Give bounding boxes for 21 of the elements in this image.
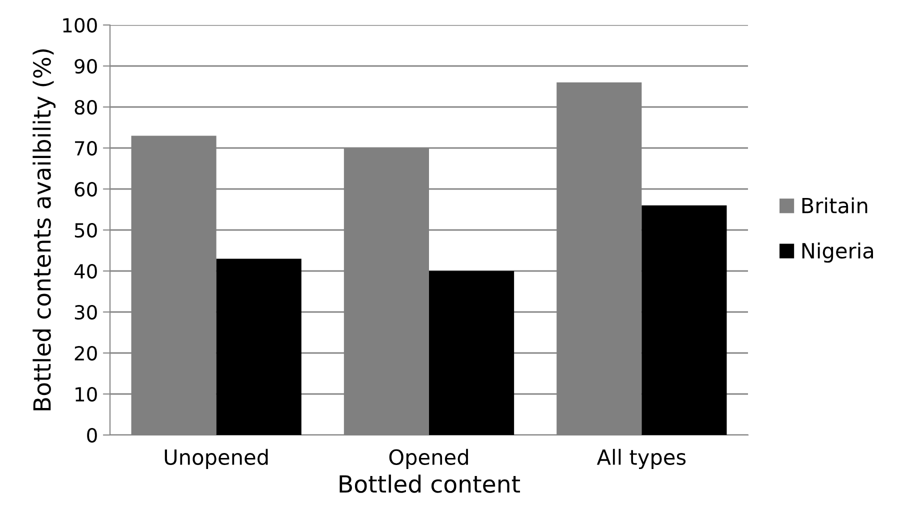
y-tick-label: 60 [74, 182, 97, 197]
x-tick-label: All types [596, 448, 686, 470]
bar [642, 205, 727, 435]
bar [216, 258, 302, 435]
y-tick-label: 70 [75, 140, 97, 156]
legend-label: Nigeria [802, 242, 873, 263]
x-tick-label: Opened [389, 448, 468, 470]
y-tick-label: 40 [74, 264, 97, 279]
y-tick-label: 50 [74, 222, 97, 238]
x-tick-label: Unopened [164, 448, 268, 470]
y-tick-label: 80 [74, 100, 97, 115]
y-tick-label: 30 [74, 304, 97, 320]
y-tick-label: 90 [74, 58, 97, 74]
y-tick-label: 20 [74, 346, 97, 361]
x-axis-title: Bottled content [340, 474, 520, 493]
legend-label: Britain [802, 197, 868, 214]
y-tick-label: 0 [87, 428, 97, 443]
y-axis-title: Bottled contents availbility (%) [32, 49, 56, 410]
bar [429, 271, 514, 435]
y-tick-label: 10 [76, 386, 97, 402]
y-tick-label: 100 [63, 18, 97, 33]
